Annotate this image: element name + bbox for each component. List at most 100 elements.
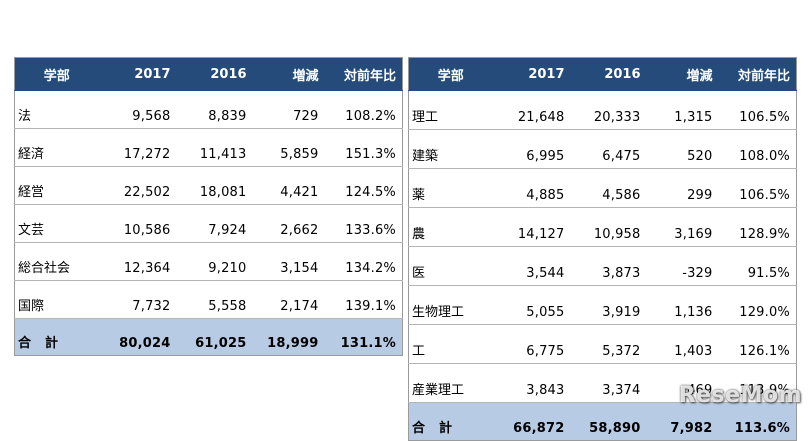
value-ratio: 129.0% [718, 285, 797, 325]
total-ratio: 131.1% [324, 318, 403, 356]
table-row: 生物理工 5,055 3,919 1,136 129.0% [408, 285, 797, 325]
faculty-name: 理工 [408, 90, 493, 130]
header-row: 学部 2017 2016 増減 対前年比 [408, 57, 797, 91]
table-row: 理工 21,648 20,333 1,315 106.5% [408, 90, 797, 130]
total-row: 合計 66,872 58,890 7,982 113.6% [408, 402, 797, 441]
value-ratio: 128.9% [718, 207, 797, 247]
faculty-name: 生物理工 [408, 285, 493, 325]
value-2017: 22,502 [98, 166, 177, 205]
value-change: 1,315 [646, 90, 719, 130]
value-change: 5,859 [252, 128, 325, 167]
table-row: 農 14,127 10,958 3,169 128.9% [408, 207, 797, 247]
value-2016: 11,413 [176, 128, 253, 167]
value-2017: 3,544 [492, 246, 571, 286]
value-change: 2,174 [252, 280, 325, 319]
table-row: 産業理工 3,843 3,374 469 113.9% [408, 363, 797, 403]
value-2017: 6,775 [492, 324, 571, 364]
header-2016: 2016 [176, 57, 253, 91]
faculty-name: 総合社会 [14, 242, 99, 281]
value-2016: 8,839 [176, 90, 253, 129]
total-row: 合計 80,024 61,025 18,999 131.1% [14, 318, 403, 356]
value-change: 469 [646, 363, 719, 403]
table-row: 文芸 10,586 7,924 2,662 133.6% [14, 204, 403, 243]
value-change: 299 [646, 168, 719, 208]
faculty-name: 薬 [408, 168, 493, 208]
faculty-name: 法 [14, 90, 99, 129]
value-2017: 17,272 [98, 128, 177, 167]
total-change: 7,982 [646, 402, 719, 441]
left-table: 学部 2017 2016 増減 対前年比 法 9,568 8,839 729 1… [14, 57, 403, 356]
table-row: 国際 7,732 5,558 2,174 139.1% [14, 280, 403, 319]
faculty-name: 建築 [408, 129, 493, 169]
table-row: 医 3,544 3,873 -329 91.5% [408, 246, 797, 286]
value-ratio: 133.6% [324, 204, 403, 243]
value-2017: 7,732 [98, 280, 177, 319]
header-2016: 2016 [570, 57, 647, 91]
value-change: -329 [646, 246, 719, 286]
value-2017: 14,127 [492, 207, 571, 247]
value-change: 3,169 [646, 207, 719, 247]
table-row: 経営 22,502 18,081 4,421 124.5% [14, 166, 403, 205]
total-ratio: 113.6% [718, 402, 797, 441]
value-ratio: 108.0% [718, 129, 797, 169]
header-change: 増減 [252, 57, 325, 91]
table-row: 工 6,775 5,372 1,403 126.1% [408, 324, 797, 364]
value-change: 729 [252, 90, 325, 129]
value-2016: 5,372 [570, 324, 647, 364]
table-row: 経済 17,272 11,413 5,859 151.3% [14, 128, 403, 167]
value-2016: 18,081 [176, 166, 253, 205]
faculty-name: 農 [408, 207, 493, 247]
table-row: 建築 6,995 6,475 520 108.0% [408, 129, 797, 169]
value-2017: 3,843 [492, 363, 571, 403]
total-label: 合計 [408, 402, 493, 441]
value-2016: 6,475 [570, 129, 647, 169]
header-change: 増減 [646, 57, 719, 91]
value-2016: 3,374 [570, 363, 647, 403]
value-change: 1,403 [646, 324, 719, 364]
value-ratio: 113.9% [718, 363, 797, 403]
value-2016: 3,873 [570, 246, 647, 286]
value-2016: 9,210 [176, 242, 253, 281]
faculty-name: 経済 [14, 128, 99, 167]
faculty-name: 文芸 [14, 204, 99, 243]
total-2017: 80,024 [98, 318, 177, 356]
value-2017: 5,055 [492, 285, 571, 325]
value-2016: 5,558 [176, 280, 253, 319]
value-2016: 3,919 [570, 285, 647, 325]
value-2017: 9,568 [98, 90, 177, 129]
total-2016: 61,025 [176, 318, 253, 356]
table-row: 総合社会 12,364 9,210 3,154 134.2% [14, 242, 403, 281]
value-change: 3,154 [252, 242, 325, 281]
value-2017: 21,648 [492, 90, 571, 130]
value-change: 2,662 [252, 204, 325, 243]
value-2016: 7,924 [176, 204, 253, 243]
faculty-name: 国際 [14, 280, 99, 319]
total-2017: 66,872 [492, 402, 571, 441]
value-ratio: 151.3% [324, 128, 403, 167]
header-faculty: 学部 [14, 57, 99, 91]
value-2017: 6,995 [492, 129, 571, 169]
faculty-name: 経営 [14, 166, 99, 205]
value-ratio: 108.2% [324, 90, 403, 129]
total-change: 18,999 [252, 318, 325, 356]
value-change: 520 [646, 129, 719, 169]
header-ratio: 対前年比 [324, 57, 403, 91]
total-2016: 58,890 [570, 402, 647, 441]
value-change: 4,421 [252, 166, 325, 205]
header-2017: 2017 [98, 57, 177, 91]
value-2017: 12,364 [98, 242, 177, 281]
value-ratio: 106.5% [718, 90, 797, 130]
value-2016: 4,586 [570, 168, 647, 208]
faculty-name: 工 [408, 324, 493, 364]
value-change: 1,136 [646, 285, 719, 325]
value-2016: 10,958 [570, 207, 647, 247]
table-row: 法 9,568 8,839 729 108.2% [14, 90, 403, 129]
value-2017: 10,586 [98, 204, 177, 243]
header-ratio: 対前年比 [718, 57, 797, 91]
value-ratio: 139.1% [324, 280, 403, 319]
value-ratio: 124.5% [324, 166, 403, 205]
value-ratio: 134.2% [324, 242, 403, 281]
header-2017: 2017 [492, 57, 571, 91]
total-label: 合計 [14, 318, 99, 356]
faculty-name: 医 [408, 246, 493, 286]
